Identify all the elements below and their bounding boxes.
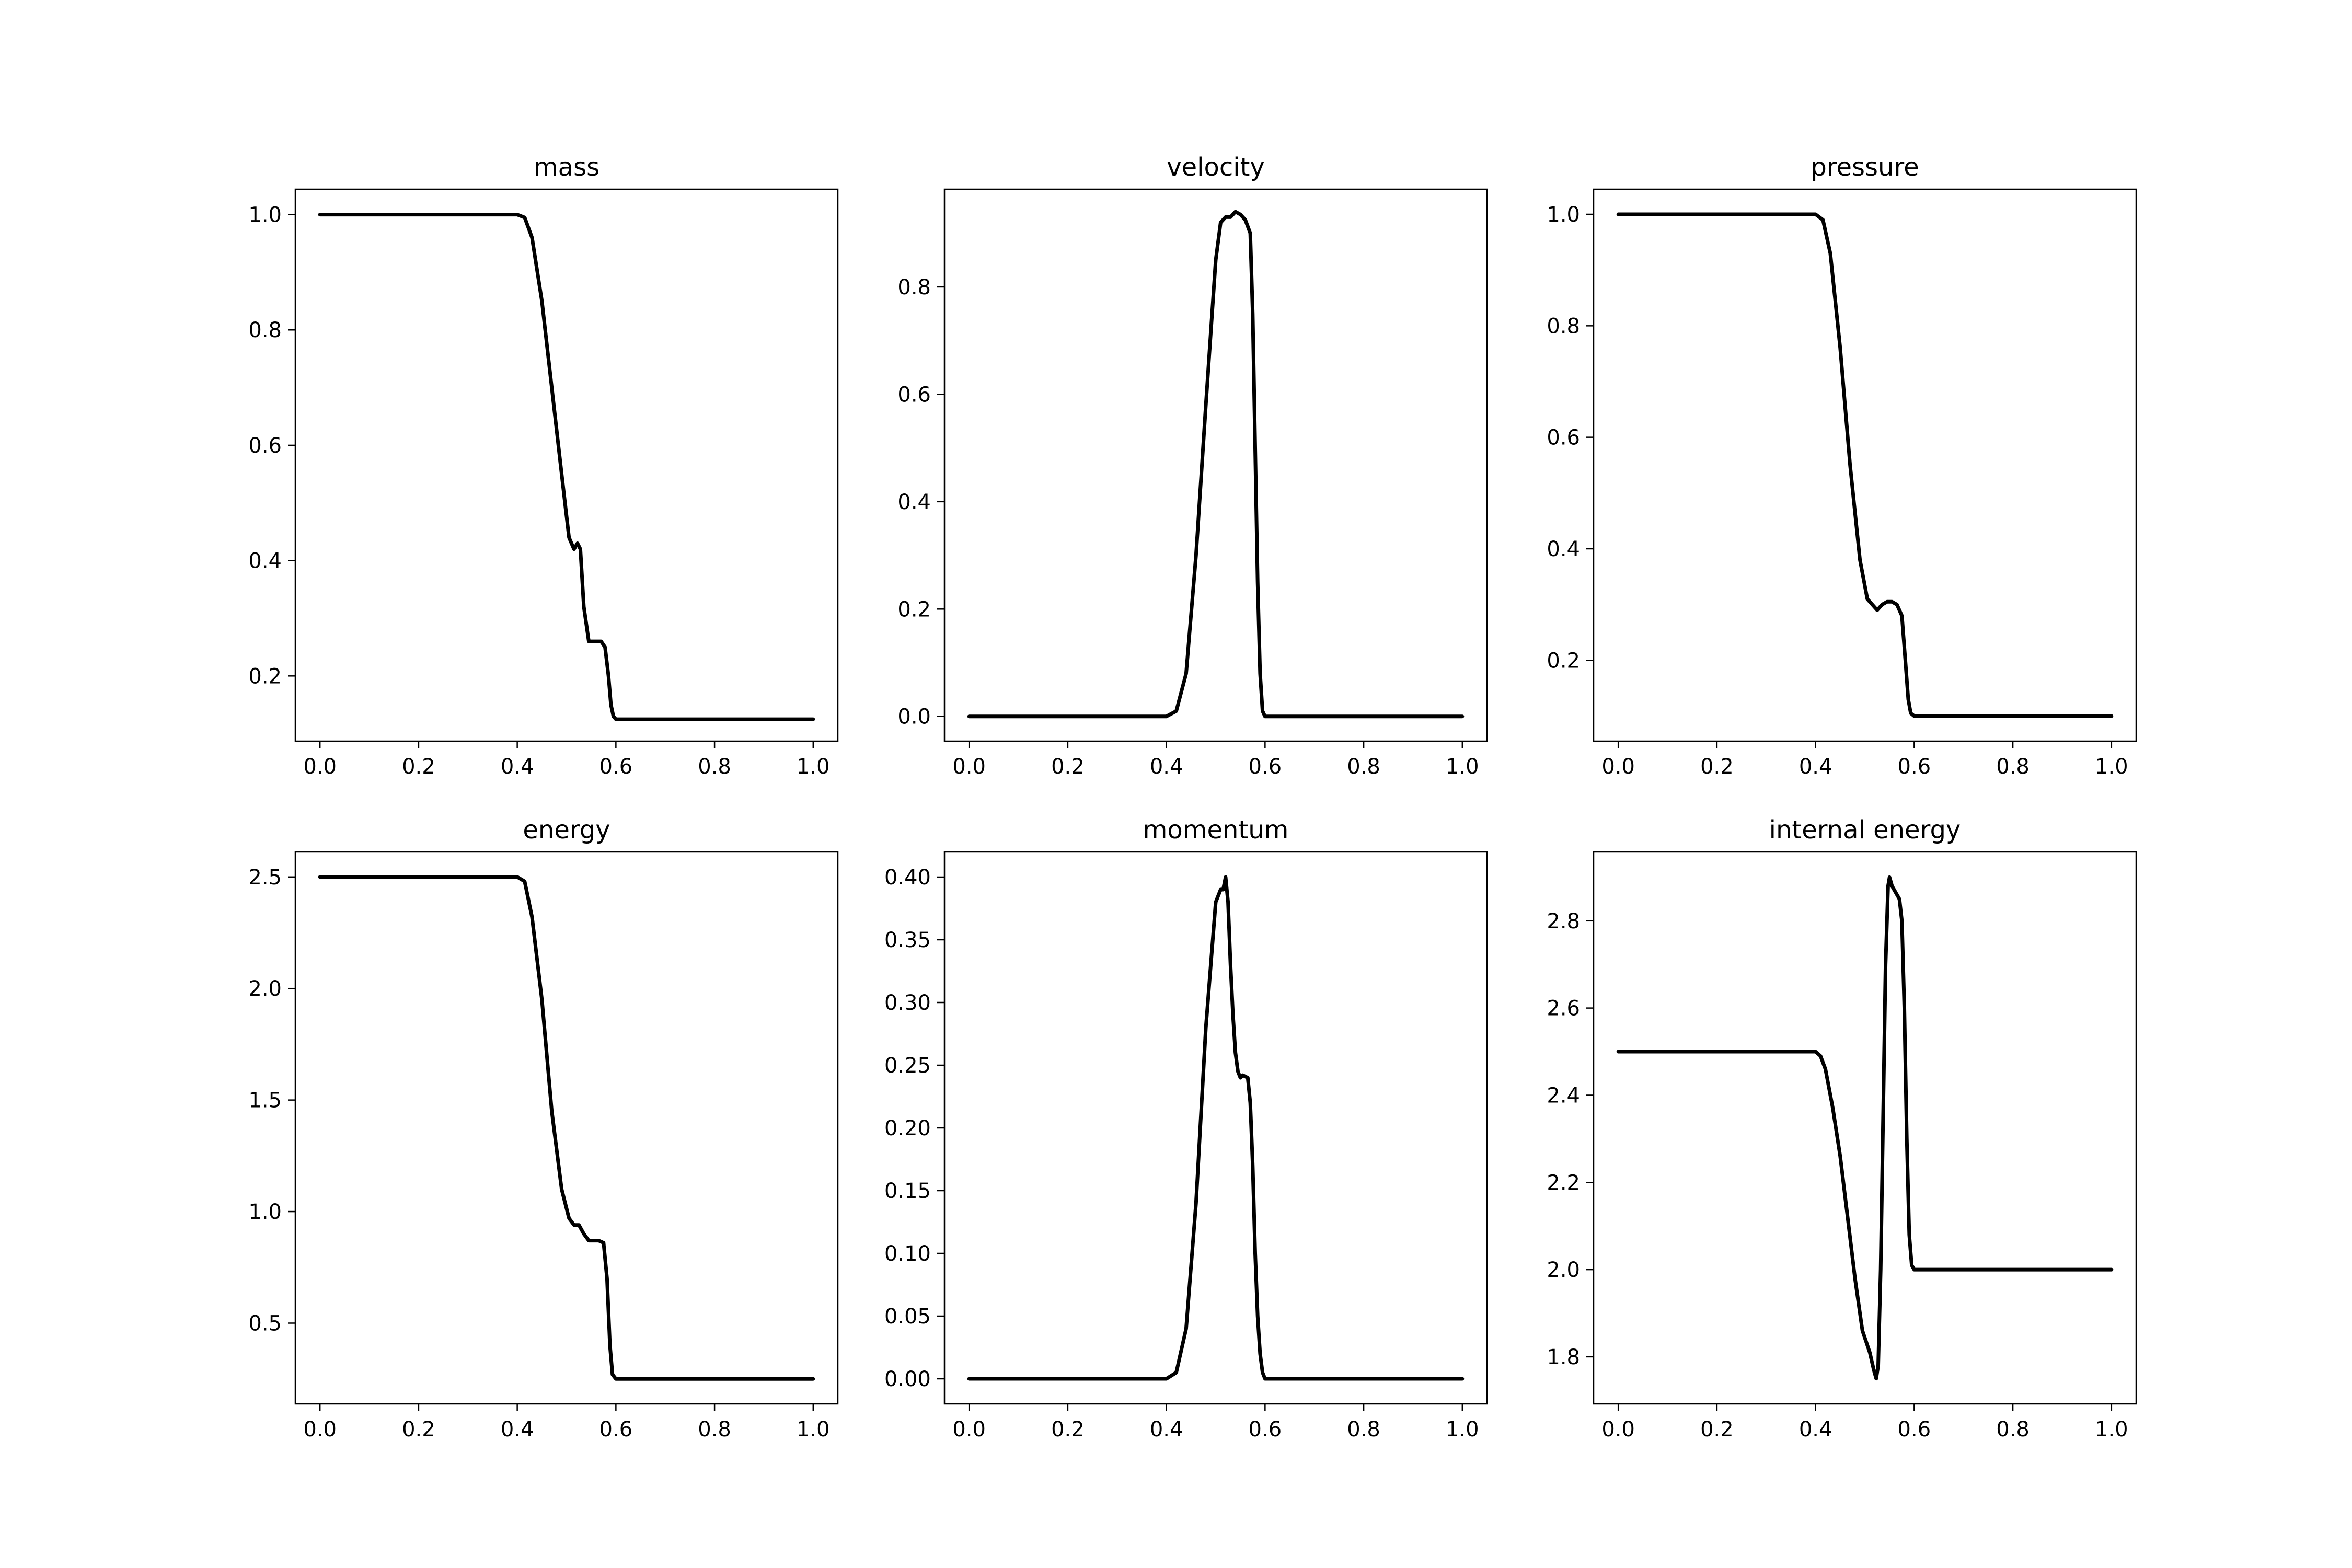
x-tick-label: 0.8 — [1996, 1417, 2030, 1442]
x-tick-label: 0.6 — [1249, 1417, 1282, 1442]
y-tick-label: 2.0 — [1547, 1258, 1580, 1282]
y-tick-label: 0.00 — [884, 1367, 931, 1391]
panel-title: velocity — [1167, 153, 1265, 182]
y-tick-label: 0.8 — [897, 275, 931, 299]
x-tick-label: 0.2 — [402, 1417, 435, 1442]
x-tick-label: 0.0 — [1601, 1417, 1635, 1442]
y-tick-label: 0.8 — [248, 318, 282, 342]
series-line-mass-0 — [318, 213, 815, 721]
x-tick-label: 1.0 — [1446, 755, 1479, 779]
y-tick-label: 0.2 — [1547, 649, 1580, 673]
x-tick-label: 0.8 — [698, 1417, 731, 1442]
x-tick-label: 1.0 — [1446, 1417, 1479, 1442]
axes-frame — [943, 188, 1488, 742]
y-tick-label: 2.2 — [1547, 1171, 1580, 1195]
axes-frame — [943, 851, 1488, 1405]
panel-title: energy — [523, 815, 610, 845]
x-tick-label: 0.8 — [1347, 1417, 1380, 1442]
y-tick-label: 0.25 — [884, 1054, 931, 1078]
x-tick-label: 1.0 — [797, 1417, 830, 1442]
axes-frame — [294, 851, 839, 1405]
subplot-momentum: 0.0 0.2 0.4 0.6 0.8 1.0 0.00 0.05 0.10 0.15 0.20 0.… — [884, 815, 1488, 1442]
x-tick-label: 0.0 — [952, 1417, 986, 1442]
y-tick-label: 0.4 — [1547, 537, 1580, 561]
x-tick-label: 0.2 — [1700, 1417, 1734, 1442]
y-tick-label: 0.2 — [248, 664, 282, 688]
x-tick-label: 0.4 — [1150, 1417, 1183, 1442]
y-tick-label: 0.30 — [884, 991, 931, 1015]
x-tick-label: 0.6 — [1898, 1417, 1931, 1442]
y-tick-label: 1.5 — [248, 1089, 282, 1113]
y-tick-label: 1.0 — [248, 1200, 282, 1224]
series-line-energy-0 — [318, 875, 815, 1381]
series-line-momentum-0 — [967, 875, 1465, 1381]
y-tick-label: 0.8 — [1547, 314, 1580, 338]
x-tick-label: 1.0 — [2095, 755, 2128, 779]
subplot-mass: 0.0 0.2 0.4 0.6 0.8 1.0 0.2 0.4 0.6 0.8 1.0 mass — [248, 153, 839, 779]
x-tick-label: 0.6 — [1898, 755, 1931, 779]
y-tick-label: 0.2 — [897, 597, 931, 621]
subplot-pressure: 0.0 0.2 0.4 0.6 0.8 1.0 0.2 0.4 0.6 0.8 1.0 pressur… — [1547, 153, 2137, 779]
y-tick-label: 0.4 — [248, 549, 282, 573]
x-tick-label: 0.6 — [599, 755, 633, 779]
x-tick-label: 0.6 — [599, 1417, 633, 1442]
y-tick-label: 0.20 — [884, 1116, 931, 1140]
x-tick-label: 0.4 — [1799, 755, 1832, 779]
x-tick-label: 0.2 — [1051, 1417, 1085, 1442]
x-tick-label: 0.2 — [402, 755, 435, 779]
x-tick-label: 0.4 — [501, 1417, 534, 1442]
x-tick-label: 0.2 — [1700, 755, 1734, 779]
y-tick-label: 2.6 — [1547, 997, 1580, 1021]
panel-title: pressure — [1811, 153, 1919, 182]
y-tick-label: 0.35 — [884, 928, 931, 952]
subplot-internal-energy: 0.0 0.2 0.4 0.6 0.8 1.0 1.8 2.0 2.2 2.4 2.6 2.8 inte… — [1547, 815, 2137, 1442]
y-tick-label: 0.4 — [897, 490, 931, 514]
y-tick-label: 0.6 — [1547, 426, 1580, 450]
y-tick-label: 0.6 — [897, 383, 931, 407]
x-tick-label: 0.2 — [1051, 755, 1085, 779]
x-tick-label: 0.8 — [1996, 755, 2030, 779]
y-tick-label: 1.0 — [248, 203, 282, 227]
y-tick-label: 0.15 — [884, 1179, 931, 1203]
y-tick-label: 2.0 — [248, 977, 282, 1001]
x-tick-label: 1.0 — [797, 755, 830, 779]
x-tick-label: 0.0 — [1601, 755, 1635, 779]
x-tick-label: 0.6 — [1249, 755, 1282, 779]
y-tick-label: 0.10 — [884, 1242, 931, 1266]
axes-frame — [294, 188, 839, 742]
x-tick-label: 1.0 — [2095, 1417, 2128, 1442]
x-tick-label: 0.0 — [952, 755, 986, 779]
series-line-internal-energy-0 — [1616, 875, 2114, 1381]
panel-title: momentum — [1143, 815, 1289, 845]
x-tick-label: 0.0 — [303, 1417, 337, 1442]
x-tick-label: 0.4 — [1150, 755, 1183, 779]
y-tick-label: 2.5 — [248, 866, 282, 890]
panel-title: internal energy — [1769, 815, 1961, 845]
x-tick-label: 0.8 — [698, 755, 731, 779]
x-tick-label: 0.4 — [1799, 1417, 1832, 1442]
x-tick-label: 0.4 — [501, 755, 534, 779]
axes-frame — [1593, 188, 2137, 742]
y-tick-label: 0.05 — [884, 1305, 931, 1329]
x-tick-label: 0.8 — [1347, 755, 1380, 779]
y-tick-label: 0.5 — [248, 1311, 282, 1335]
axes-frame — [1593, 851, 2137, 1405]
subplot-velocity: 0.0 0.2 0.4 0.6 0.8 1.0 0.0 0.2 0.4 0.6 0.8 velocit… — [897, 153, 1488, 779]
series-line-pressure-0 — [1616, 212, 2114, 718]
y-tick-label: 1.0 — [1547, 203, 1580, 227]
y-tick-label: 0.0 — [897, 705, 931, 729]
y-tick-label: 0.6 — [248, 434, 282, 458]
y-tick-label: 2.8 — [1547, 909, 1580, 933]
x-tick-label: 0.0 — [303, 755, 337, 779]
panel-title: mass — [534, 153, 599, 182]
y-tick-label: 2.4 — [1547, 1083, 1580, 1108]
subplot-grid: 0.0 0.2 0.4 0.6 0.8 1.00.20.40.60.81.0mass0.0… — [248, 153, 2137, 1442]
subplot-energy: 0.0 0.2 0.4 0.6 0.8 1.0 0.5 1.0 1.5 2.0 2.5 energy — [248, 815, 839, 1442]
y-tick-label: 1.8 — [1547, 1345, 1580, 1369]
series-line-velocity-0 — [967, 210, 1465, 719]
y-tick-label: 0.40 — [884, 866, 931, 890]
